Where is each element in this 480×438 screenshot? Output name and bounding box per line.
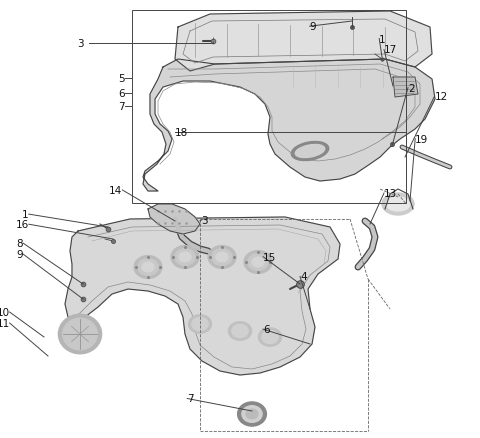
Ellipse shape [386, 198, 410, 212]
Text: 10: 10 [0, 307, 10, 317]
Text: 18: 18 [175, 127, 189, 137]
Ellipse shape [246, 409, 258, 419]
Ellipse shape [175, 249, 195, 266]
Text: 9: 9 [310, 22, 316, 32]
Ellipse shape [138, 259, 158, 276]
Ellipse shape [252, 258, 264, 267]
Polygon shape [175, 12, 432, 72]
Ellipse shape [242, 406, 262, 422]
Text: 16: 16 [15, 220, 29, 230]
Ellipse shape [262, 331, 278, 344]
Ellipse shape [291, 142, 329, 161]
Text: 19: 19 [415, 134, 429, 144]
Text: 13: 13 [384, 189, 397, 198]
Text: 2: 2 [408, 84, 415, 93]
Polygon shape [143, 60, 435, 191]
Text: 14: 14 [109, 186, 122, 195]
Text: 1: 1 [379, 35, 386, 44]
Polygon shape [393, 78, 418, 98]
Ellipse shape [232, 325, 248, 338]
Ellipse shape [59, 314, 102, 354]
Polygon shape [148, 205, 200, 234]
Ellipse shape [171, 246, 199, 269]
Text: 9: 9 [16, 250, 23, 259]
Ellipse shape [192, 318, 208, 331]
Text: 8: 8 [16, 239, 23, 248]
Text: 12: 12 [434, 92, 448, 102]
Ellipse shape [212, 249, 232, 266]
Ellipse shape [228, 322, 252, 340]
Polygon shape [65, 218, 340, 375]
Ellipse shape [258, 328, 281, 346]
Ellipse shape [216, 253, 228, 262]
Text: 4: 4 [300, 272, 307, 282]
Text: 5: 5 [118, 74, 125, 84]
Text: 6: 6 [118, 89, 125, 99]
Text: 3: 3 [77, 39, 84, 49]
Text: 1: 1 [22, 210, 29, 219]
Text: 6: 6 [263, 325, 270, 334]
Ellipse shape [63, 318, 97, 350]
Ellipse shape [189, 315, 212, 333]
Ellipse shape [208, 246, 236, 269]
Ellipse shape [142, 262, 154, 272]
Ellipse shape [248, 254, 268, 271]
Text: 7: 7 [118, 102, 125, 111]
Ellipse shape [382, 194, 414, 215]
Ellipse shape [134, 256, 162, 279]
Text: 17: 17 [384, 46, 397, 55]
Text: 15: 15 [263, 252, 276, 262]
Text: 7: 7 [187, 394, 194, 403]
Ellipse shape [295, 145, 325, 158]
Ellipse shape [238, 402, 266, 426]
Ellipse shape [179, 253, 191, 262]
Ellipse shape [244, 251, 272, 274]
Text: 11: 11 [0, 318, 10, 328]
Text: 3: 3 [202, 215, 208, 225]
Bar [132, 11, 406, 204]
